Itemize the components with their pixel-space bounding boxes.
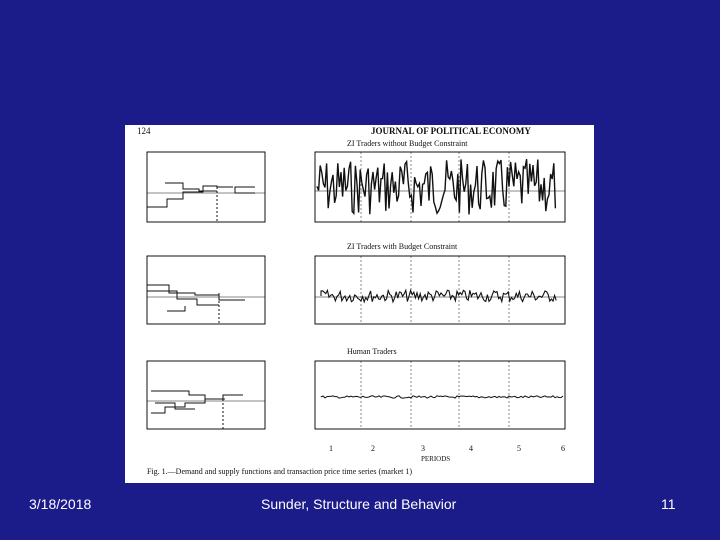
page-label: 124 <box>137 126 151 136</box>
period-tick: 4 <box>469 444 473 453</box>
period-tick: 6 <box>561 444 565 453</box>
period-tick: 3 <box>421 444 425 453</box>
journal-header: JOURNAL OF POLITICAL ECONOMY <box>371 126 531 136</box>
figure-caption: Fig. 1.—Demand and supply functions and … <box>147 467 412 476</box>
period-tick: 5 <box>517 444 521 453</box>
panel-title-2: ZI Traders with Budget Constraint <box>347 242 458 251</box>
supply-demand-panel-1 <box>146 151 266 223</box>
footer-date: 3/18/2018 <box>29 496 92 512</box>
period-tick: 1 <box>329 444 333 453</box>
supply-demand-panel-2 <box>146 255 266 325</box>
panel-title-3: Human Traders <box>347 347 397 356</box>
price-series-panel-3 <box>314 360 566 430</box>
panel-title-1: ZI Traders without Budget Constraint <box>347 139 468 148</box>
scanned-figure: 124 JOURNAL OF POLITICAL ECONOMY ZI Trad… <box>125 125 594 483</box>
period-ticks: 1 2 3 4 5 6 <box>329 444 565 453</box>
period-tick: 2 <box>371 444 375 453</box>
supply-demand-panel-3 <box>146 360 266 430</box>
price-series-panel-1 <box>314 151 566 223</box>
footer-title: Sunder, Structure and Behavior <box>261 496 457 512</box>
price-series-panel-2 <box>314 255 566 325</box>
x-axis-label: PERIODS <box>421 455 450 463</box>
page-number: 11 <box>661 496 676 512</box>
